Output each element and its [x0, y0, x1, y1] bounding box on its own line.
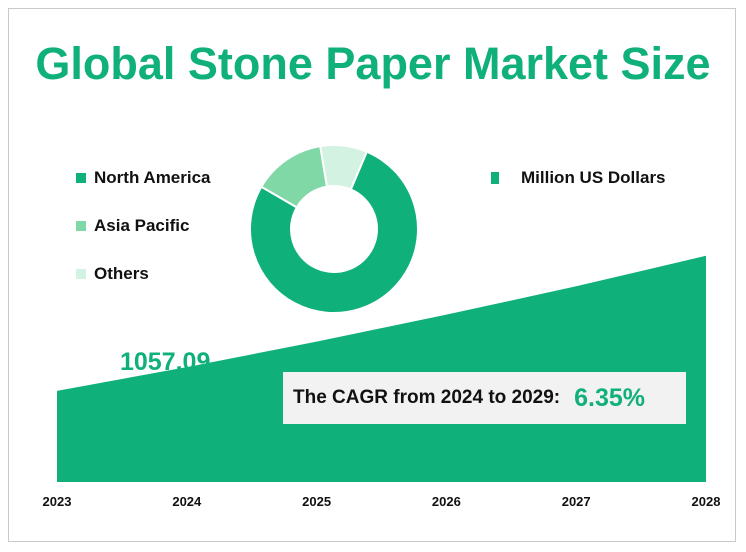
legend-label: North America	[94, 168, 211, 187]
donut-slice-others	[319, 144, 369, 191]
area-fill	[57, 255, 706, 482]
legend-swatch-asia-pacific	[76, 221, 86, 231]
donut-chart	[249, 144, 419, 314]
x-tick-2024: 2024	[172, 494, 202, 509]
area-legend: Million US Dollars	[491, 168, 666, 188]
donut-slice-north-america	[249, 150, 419, 314]
area-legend-label: Million US Dollars	[521, 168, 666, 187]
cagr-value: 6.35%	[574, 383, 646, 412]
legend-label: Asia Pacific	[94, 216, 190, 235]
x-tick-2026: 2026	[431, 494, 461, 509]
cagr-box: The CAGR from 2024 to 2029: 6.35%	[283, 372, 686, 424]
legend-swatch-others	[76, 269, 86, 279]
x-tick-2025: 2025	[302, 494, 332, 509]
legend-label: Others	[94, 264, 149, 283]
data-label-2024: 1057.09	[120, 348, 211, 376]
area-legend-swatch	[491, 172, 499, 184]
x-tick-2027: 2027	[561, 494, 591, 509]
legend-swatch-north-america	[76, 173, 86, 183]
legend-item-north-america: North America	[76, 168, 211, 188]
x-tick-2023: 2023	[42, 494, 72, 509]
cagr-text: The CAGR from 2024 to 2029:	[293, 387, 561, 408]
area-series	[57, 255, 706, 482]
legend-item-asia-pacific: Asia Pacific	[76, 216, 189, 236]
chart-title: Global Stone Paper Market Size	[35, 38, 711, 89]
legend-item-others: Others	[76, 264, 149, 284]
x-tick-2028: 2028	[691, 494, 721, 509]
